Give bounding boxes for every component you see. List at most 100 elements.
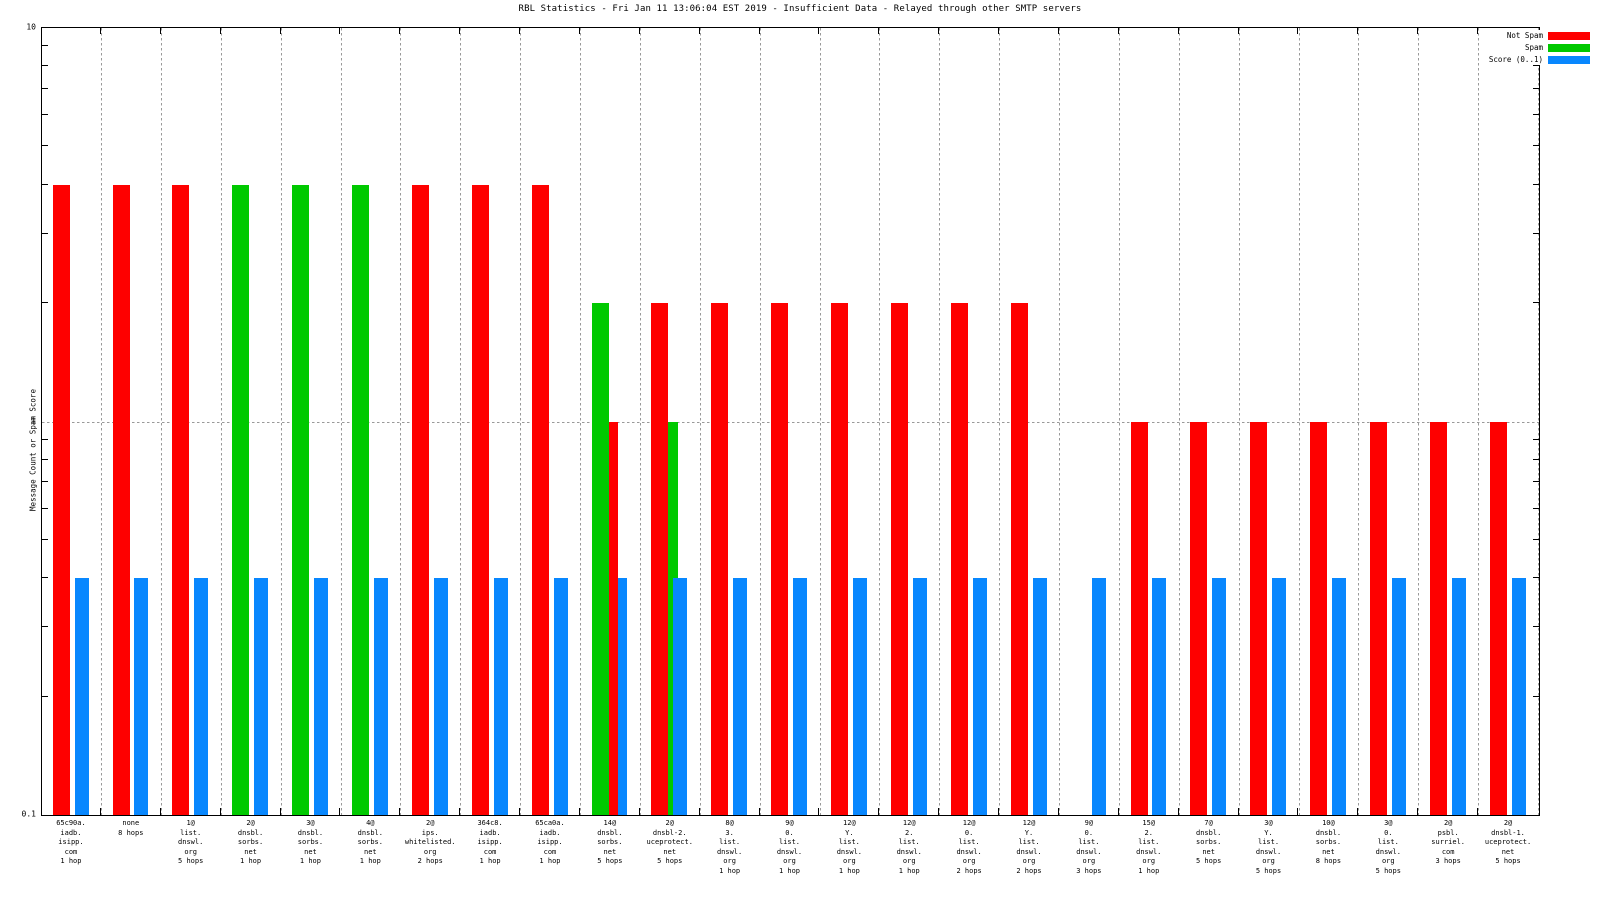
y-axis-tick-label: 0.1 bbox=[21, 809, 36, 819]
y-axis-minor-tick bbox=[41, 577, 48, 579]
bar-not-spam bbox=[651, 303, 669, 815]
bar-score bbox=[852, 578, 867, 815]
bar-score bbox=[1032, 578, 1047, 815]
vertical-gridline bbox=[341, 28, 342, 815]
bar-not-spam bbox=[52, 184, 70, 815]
x-axis-tick-label: 15@ 2. list. dnswl. org 1 hop bbox=[1136, 819, 1162, 875]
x-axis-tick-label: 3@ 0. list. dnswl. org 5 hops bbox=[1375, 819, 1401, 875]
x-axis-tick-label: 8@ 3. list. dnswl. org 1 hop bbox=[716, 819, 743, 875]
x-axis-tick-label: 12@ Y. list. dnswl. org 2 hops bbox=[1016, 819, 1042, 875]
x-axis-tick bbox=[998, 808, 1000, 815]
bar-score bbox=[1152, 578, 1167, 815]
x-axis-tick bbox=[818, 27, 820, 34]
x-axis-tick bbox=[1417, 808, 1419, 815]
vertical-gridline bbox=[820, 28, 821, 815]
legend-swatch-spam bbox=[1548, 43, 1590, 52]
bar-score bbox=[1332, 578, 1346, 815]
y-axis-minor-tick bbox=[41, 114, 48, 116]
y-axis-minor-tick bbox=[1533, 695, 1540, 697]
x-axis-tick-label: 4@ dnsbl. sorbs. net 1 hop bbox=[357, 819, 383, 866]
x-axis-tick-label: 12@ 0. list. dnswl. org 2 hops bbox=[956, 819, 982, 875]
x-axis-tick bbox=[998, 27, 1000, 34]
bar-score bbox=[673, 578, 688, 815]
x-axis-tick-label: 3@ dnsbl. sorbs. net 1 hop bbox=[297, 819, 324, 866]
y-axis-minor-tick bbox=[41, 302, 48, 304]
y-axis-minor-tick bbox=[1533, 114, 1540, 116]
bar-spam bbox=[668, 421, 678, 815]
vertical-gridline bbox=[400, 28, 401, 815]
x-axis-tick bbox=[1057, 27, 1059, 34]
bar-not-spam bbox=[1429, 421, 1447, 815]
bar-score bbox=[373, 578, 388, 815]
bar-not-spam bbox=[1489, 421, 1507, 815]
x-axis-tick bbox=[1117, 808, 1119, 815]
vertical-gridline bbox=[281, 28, 282, 815]
x-axis-tick-label: 1@ list. dnswl. org 5 hops bbox=[178, 819, 204, 866]
x-axis-tick bbox=[159, 808, 161, 815]
x-axis-tick bbox=[1477, 808, 1479, 815]
bar-score bbox=[314, 578, 329, 815]
x-axis-tick bbox=[1357, 808, 1359, 815]
bar-score bbox=[553, 578, 568, 815]
y-axis-tick-label: 1 bbox=[31, 416, 36, 425]
vertical-gridline bbox=[520, 28, 521, 815]
bar-score bbox=[1511, 578, 1526, 815]
x-axis-tick bbox=[279, 808, 281, 815]
y-axis-minor-tick bbox=[41, 87, 48, 89]
x-axis-tick bbox=[1237, 808, 1239, 815]
bar-not-spam bbox=[1310, 421, 1328, 815]
bar-score bbox=[74, 578, 89, 815]
x-axis-tick bbox=[938, 808, 940, 815]
y-axis-minor-tick bbox=[1533, 87, 1540, 89]
x-axis-tick bbox=[99, 808, 101, 815]
bar-spam bbox=[292, 184, 310, 815]
vertical-gridline bbox=[999, 28, 1000, 815]
vertical-gridline bbox=[760, 28, 761, 815]
vertical-gridline bbox=[1299, 28, 1300, 815]
y-axis-minor-tick bbox=[41, 507, 48, 509]
y-axis-minor-tick bbox=[1533, 458, 1540, 460]
legend-item-not-spam: Not Spam bbox=[1507, 31, 1590, 40]
y-axis-minor-tick bbox=[41, 481, 48, 483]
x-axis-tick bbox=[938, 27, 940, 34]
x-axis-tick bbox=[519, 27, 521, 34]
bar-score bbox=[134, 578, 149, 815]
bar-not-spam bbox=[411, 184, 429, 815]
x-axis-tick bbox=[758, 808, 760, 815]
bar-score bbox=[1092, 578, 1107, 815]
bar-score bbox=[493, 578, 508, 815]
x-axis-tick bbox=[219, 27, 221, 34]
x-axis-tick bbox=[1237, 27, 1239, 34]
vertical-gridline bbox=[1059, 28, 1060, 815]
x-axis-tick bbox=[219, 808, 221, 815]
bar-score bbox=[1272, 578, 1287, 815]
y-axis-minor-tick bbox=[41, 695, 48, 697]
y-axis-minor-tick bbox=[1533, 65, 1540, 67]
x-axis-tick-label: 7@ dnsbl. sorbs. net 5 hops bbox=[1196, 819, 1222, 866]
vertical-gridline bbox=[460, 28, 461, 815]
y-axis-minor-tick bbox=[41, 45, 48, 46]
y-axis-minor-tick bbox=[41, 232, 48, 234]
bar-score bbox=[972, 578, 987, 815]
y-axis-minor-tick bbox=[1533, 626, 1540, 628]
x-axis-tick bbox=[519, 808, 521, 815]
y-axis-minor-tick bbox=[1533, 438, 1540, 440]
bar-spam bbox=[591, 303, 609, 815]
bar-spam bbox=[232, 184, 250, 815]
bar-not-spam bbox=[1130, 421, 1148, 815]
bar-score bbox=[733, 578, 748, 815]
x-axis-tick bbox=[698, 808, 700, 815]
bar-score bbox=[1391, 578, 1406, 815]
bar-score bbox=[433, 578, 448, 815]
x-axis-tick-label: none 8 hops bbox=[118, 819, 144, 837]
bar-not-spam bbox=[771, 303, 789, 815]
x-axis-tick bbox=[638, 27, 640, 34]
x-axis-tick bbox=[159, 27, 161, 34]
x-axis-tick bbox=[1297, 27, 1299, 34]
bar-not-spam bbox=[608, 421, 618, 815]
bar-not-spam bbox=[711, 303, 729, 815]
legend-item-spam: Spam bbox=[1525, 43, 1590, 52]
x-axis-tick bbox=[1117, 27, 1119, 34]
x-axis-tick-label: 12@ Y. list. dnswl. org 1 hop bbox=[836, 819, 863, 875]
x-axis-tick-label: 65ca0a. iadb. isipp. com 1 hop bbox=[535, 819, 565, 866]
